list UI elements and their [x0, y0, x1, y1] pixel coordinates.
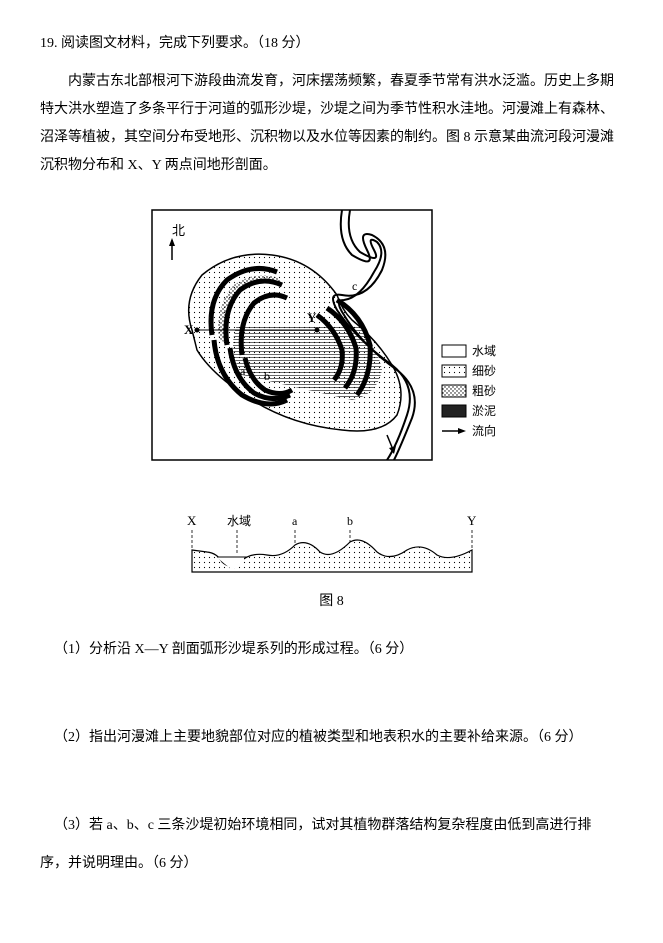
profile-water-label: 水域 [227, 514, 251, 528]
sub-question-3-line2: 序，并说明理由。（6 分） [40, 850, 623, 878]
map-c-label: c [352, 279, 357, 293]
profile-b-label: b [347, 514, 353, 528]
legend-fine-sand: 细砂 [472, 364, 496, 378]
profile-x-label: X [187, 513, 197, 528]
figure-container: 北 [40, 200, 623, 616]
profile-y-label: Y [467, 513, 477, 528]
legend-coarse-sand: 粗砂 [472, 384, 496, 398]
sub-question-3-line1: （3）若 a、b、c 三条沙堤初始环境相同，试对其植物群落结构复杂程度由低到高进… [40, 812, 623, 840]
sub-question-1: （1）分析沿 X—Y 剖面弧形沙堤系列的形成过程。（6 分） [40, 636, 623, 664]
legend-silt: 淤泥 [472, 404, 496, 418]
question-paragraph: 内蒙古东北部根河下游段曲流发育，河床摆荡频繁，春夏季节常有洪水泛滥。历史上多期特… [40, 68, 623, 180]
map-a-label: a [240, 364, 246, 378]
question-title: 阅读图文材料，完成下列要求。（18 分） [61, 36, 310, 51]
map-y-label: Y [307, 310, 317, 325]
question-header: 19. 阅读图文材料，完成下列要求。（18 分） [40, 30, 623, 58]
map-x-label: X [184, 322, 194, 337]
sub-question-2: （2）指出河漫滩上主要地貌部位对应的植被类型和地表积水的主要补给来源。（6 分） [40, 724, 623, 752]
profile-a-label: a [292, 514, 298, 528]
figure-caption: 图 8 [40, 588, 623, 616]
map-diagram: 北 [142, 200, 522, 510]
profile-diagram: X 水域 a b Y [172, 510, 492, 580]
map-b-label: b [264, 369, 270, 383]
compass-label: 北 [172, 223, 185, 238]
question-number: 19. [40, 36, 58, 51]
legend-water: 水域 [472, 344, 496, 358]
legend: 水域 细砂 粗砂 淤泥 流向 [442, 344, 496, 438]
legend-flow: 流向 [472, 423, 496, 438]
